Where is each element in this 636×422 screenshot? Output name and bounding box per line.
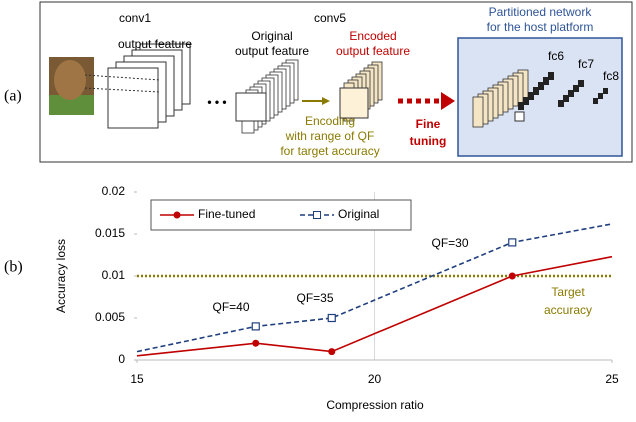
panel-label: (a) — [4, 88, 22, 105]
marker — [327, 313, 336, 323]
label: conv1 — [119, 11, 151, 25]
y-tick-label: 0.01 — [102, 268, 126, 282]
layer — [339, 87, 369, 119]
label: output feature — [118, 37, 192, 51]
layer — [548, 72, 554, 80]
layer — [533, 87, 539, 95]
panel-label: (b) — [4, 259, 23, 276]
label: conv5 — [314, 11, 346, 25]
marker — [251, 322, 260, 331]
x-tick-label: 20 — [368, 372, 382, 386]
encoded-stack — [339, 61, 383, 122]
ellipsis: • • • — [207, 95, 226, 109]
layer — [563, 95, 569, 102]
label: with range of QF — [285, 129, 375, 143]
layer — [603, 88, 608, 94]
layer — [568, 90, 574, 97]
label: output feature — [235, 44, 309, 58]
dog-head — [54, 60, 86, 100]
layer — [514, 111, 525, 122]
label: tuning — [410, 134, 447, 148]
annotation: QF=30 — [431, 236, 468, 250]
y-tick-label: 0.02 — [102, 184, 126, 198]
layer — [578, 80, 584, 87]
network-layers — [472, 69, 608, 128]
marker — [252, 339, 260, 347]
y-axis-label: Accuracy loss — [54, 239, 68, 313]
y-tick-label: 0.015 — [95, 226, 125, 240]
label: fc6 — [548, 49, 564, 63]
label: Encoding — [305, 114, 355, 128]
annotation: QF=40 — [212, 300, 249, 314]
layer — [573, 85, 579, 92]
label: Encoded — [349, 29, 396, 43]
original-stack — [235, 59, 299, 134]
layer — [593, 98, 598, 104]
annotation: Target — [551, 285, 585, 299]
layer — [523, 97, 529, 105]
layer — [518, 102, 524, 110]
marker — [508, 238, 517, 247]
annotation: QF=35 — [296, 291, 333, 305]
layer — [543, 77, 549, 85]
legend-label: Original — [338, 207, 379, 221]
layer — [538, 82, 544, 90]
x-tick-label: 25 — [605, 372, 619, 386]
label: fc7 — [578, 57, 594, 71]
zoom-lines — [84, 74, 161, 93]
legend-marker — [313, 211, 321, 219]
marker — [328, 348, 336, 356]
label: for target accuracy — [280, 144, 379, 158]
x-axis-label: Compression ratio — [326, 398, 424, 412]
series-line — [136, 223, 613, 353]
arrow-head — [322, 97, 330, 105]
layer — [528, 92, 534, 100]
label: Fine — [416, 117, 441, 131]
annotation: accuracy — [544, 303, 592, 317]
marker — [508, 272, 516, 280]
layer — [598, 93, 603, 99]
label: fc8 — [603, 69, 619, 83]
legend-label: Fine-tuned — [198, 207, 255, 221]
legend-marker — [173, 211, 181, 219]
y-tick-label: 0.005 — [95, 310, 125, 324]
label: Original — [251, 29, 292, 43]
x-tick-label: 15 — [130, 372, 144, 386]
label: for the host platform — [487, 20, 594, 34]
label: Partitioned network — [489, 5, 593, 19]
legend-box — [150, 199, 412, 231]
layer — [558, 100, 564, 107]
layer — [472, 96, 484, 128]
arrow-head — [441, 92, 455, 110]
y-tick-label: 0 — [118, 352, 125, 366]
dog-image-grass — [49, 95, 94, 115]
label: output feature — [336, 44, 410, 58]
layer — [235, 92, 267, 122]
